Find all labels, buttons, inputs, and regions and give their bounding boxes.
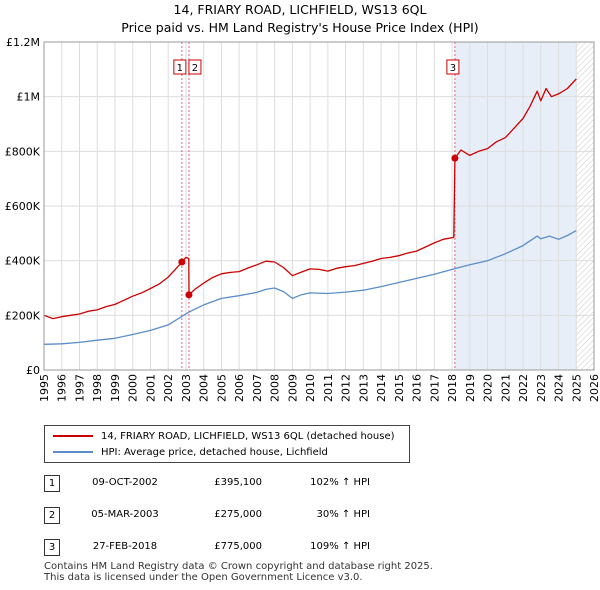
x-tick-label: 2013 <box>357 374 370 402</box>
plot-frame <box>43 41 595 371</box>
x-tick-label: 2007 <box>251 374 264 402</box>
sale-label-text: 2 <box>192 63 198 74</box>
x-tick-label: 2026 <box>588 374 600 402</box>
x-tick-label: 2021 <box>499 374 512 402</box>
sale-hpi-change: 102% ↑ HPI <box>310 477 370 488</box>
sale-row: 1 09-OCT-2002 £395,100 102% ↑ HPI <box>0 475 600 495</box>
sale-hpi-change: 109% ↑ HPI <box>310 541 370 552</box>
sale-label-box <box>173 59 187 75</box>
x-tick-label: 2006 <box>233 374 246 402</box>
sale-date: 05-MAR-2003 <box>91 509 159 520</box>
x-tick-label: 2004 <box>198 374 211 402</box>
y-tick-label: £200K <box>5 309 41 322</box>
x-tick-label: 2018 <box>446 374 459 402</box>
chart-title: 14, FRIARY ROAD, LICHFIELD, WS13 6QL <box>173 2 427 17</box>
hpi-line <box>43 230 577 345</box>
x-tick-label: 2017 <box>428 374 441 402</box>
sale-price: £395,100 <box>214 477 262 488</box>
legend-swatch-property <box>53 435 93 437</box>
sale-price: £275,000 <box>214 509 262 520</box>
x-tick-label: 2014 <box>375 374 388 402</box>
x-tick-label: 1997 <box>73 374 86 402</box>
y-tick-label: £400K <box>5 255 41 268</box>
x-tick-label: 2024 <box>553 374 566 402</box>
x-tick-label: 2009 <box>286 374 299 402</box>
x-tick-label: 2015 <box>393 374 406 402</box>
sale-date: 27-FEB-2018 <box>92 541 158 552</box>
sale-label-text: 1 <box>177 63 183 74</box>
sale-point <box>451 154 459 162</box>
sale-number-badge: 1 <box>44 475 60 492</box>
sale-price: £775,000 <box>214 541 262 552</box>
x-tick-label: 2011 <box>322 374 335 402</box>
legend: 14, FRIARY ROAD, LICHFIELD, WS13 6QL (de… <box>44 425 410 463</box>
property-price-line <box>43 78 577 320</box>
sale-number-badge: 2 <box>44 507 60 524</box>
legend-label-property: 14, FRIARY ROAD, LICHFIELD, WS13 6QL (de… <box>101 430 395 442</box>
x-tick-label: 2020 <box>482 374 495 402</box>
footer-copyright: Contains HM Land Registry data © Crown c… <box>44 561 433 572</box>
legend-swatch-hpi <box>53 451 93 453</box>
price-chart: £0 £200K £400K £600K £800K £1M £1.2M 1995 1996 19… <box>5 36 600 402</box>
x-tick-label: 1996 <box>56 374 69 402</box>
legend-label-hpi: HPI: Average price, detached house, Lich… <box>101 446 328 458</box>
chart-subtitle: Price paid vs. HM Land Registry's House … <box>121 20 479 35</box>
y-tick-label: £1.2M <box>6 36 40 49</box>
x-tick-label: 2008 <box>269 374 282 402</box>
x-tick-label: 2016 <box>411 374 424 402</box>
sale-label-box <box>446 59 460 75</box>
y-tick-label: £800K <box>5 145 41 158</box>
x-tick-label: 2003 <box>180 374 193 402</box>
legend-item-property: 14, FRIARY ROAD, LICHFIELD, WS13 6QL (de… <box>53 429 395 443</box>
x-tick-label: 1998 <box>91 374 104 402</box>
x-tick-label: 2000 <box>127 374 140 402</box>
x-tick-label: 2005 <box>215 374 228 402</box>
footer-licence: This data is licensed under the Open Gov… <box>44 572 363 583</box>
x-tick-label: 2010 <box>304 374 317 402</box>
x-tick-label: 2025 <box>570 374 583 402</box>
x-tick-label: 2023 <box>535 374 548 402</box>
sale-row: 3 27-FEB-2018 £775,000 109% ↑ HPI <box>0 539 600 559</box>
x-tick-label: 1995 <box>38 374 51 402</box>
y-tick-label: £1M <box>17 91 41 104</box>
x-tick-label: 2002 <box>162 374 175 402</box>
sale-number-badge: 3 <box>44 539 60 556</box>
sale-label-box <box>188 59 202 75</box>
sale-hpi-change: 30% ↑ HPI <box>316 509 370 520</box>
y-tick-label: £600K <box>5 200 41 213</box>
x-tick-label: 1999 <box>109 374 122 402</box>
sale-row: 2 05-MAR-2003 £275,000 30% ↑ HPI <box>0 507 600 527</box>
y-tick-label: £0 <box>26 364 40 377</box>
x-tick-label: 2012 <box>340 374 353 402</box>
sale-point <box>178 258 186 266</box>
x-tick-label: 2019 <box>464 374 477 402</box>
sale-date: 09-OCT-2002 <box>92 477 158 488</box>
x-tick-label: 2022 <box>517 374 530 402</box>
x-tick-label: 2001 <box>144 374 157 402</box>
legend-item-hpi: HPI: Average price, detached house, Lich… <box>53 445 328 459</box>
sale-point <box>185 291 193 299</box>
sale-label-text: 3 <box>450 63 456 74</box>
